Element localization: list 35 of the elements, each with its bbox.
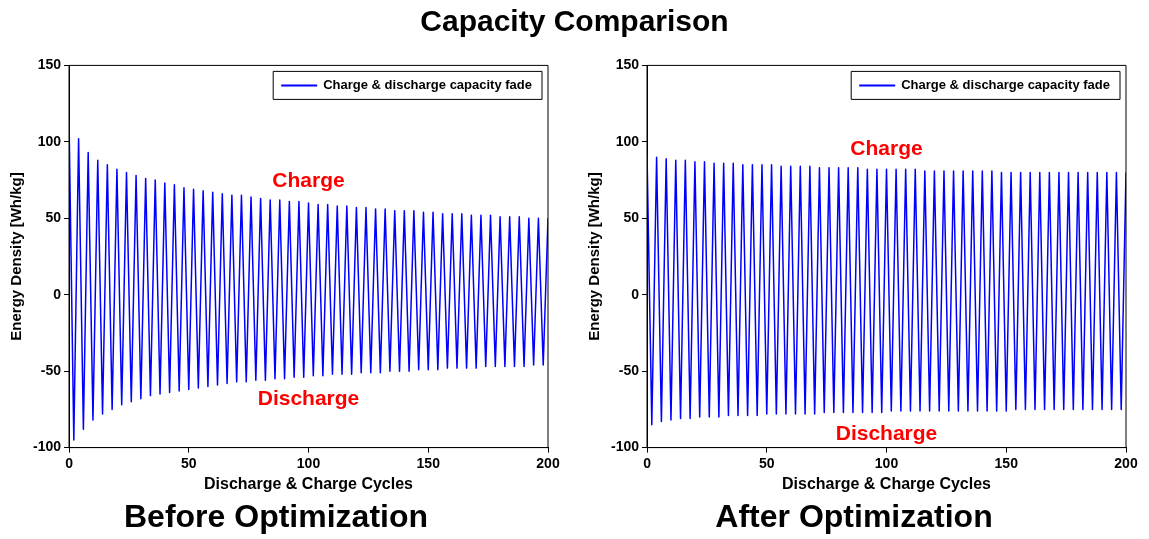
x-tick-label: 150 [994,454,1019,471]
x-tick-label: 200 [1114,454,1138,471]
x-tick-label: 50 [758,454,775,471]
y-axis-title: Energy Density [Wh/kg] [7,172,25,341]
y-tick-label: -50 [618,362,640,379]
x-axis-title: Discharge & Charge Cycles [204,475,414,493]
y-axis-title: Energy Density [Wh/kg] [585,172,603,341]
y-tick-label: 0 [53,285,62,302]
text: Capacity Comparison [419,4,730,38]
y-tick-label: 50 [623,209,640,226]
annotation: Charge [850,136,923,160]
x-tick-label: 100 [296,454,321,471]
y-tick-label: -100 [610,438,640,455]
x-axis-title: Discharge & Charge Cycles [782,475,992,493]
text: After Optimization [715,497,993,534]
x-tick-label: 100 [874,454,899,471]
y-tick-label: 150 [615,56,640,73]
x-tick-label: 200 [536,454,560,471]
annotation: Charge [272,168,345,192]
annotation: Discharge [835,421,938,445]
y-tick-label: 150 [37,56,62,73]
x-tick-label: 0 [65,454,74,471]
legend-label: Charge & discharge capacity fade [901,76,1111,92]
y-tick-label: 100 [615,132,640,149]
legend-label: Charge & discharge capacity fade [323,76,533,92]
x-tick-label: 0 [643,454,652,471]
annotation: Discharge [257,386,360,410]
y-tick-label: 50 [45,209,62,226]
y-tick-label: -100 [32,438,62,455]
x-tick-label: 50 [180,454,197,471]
y-tick-label: -50 [40,362,62,379]
x-tick-label: 150 [416,454,441,471]
y-tick-label: 100 [37,132,62,149]
text: Before Optimization [123,497,429,534]
y-tick-label: 0 [631,285,640,302]
